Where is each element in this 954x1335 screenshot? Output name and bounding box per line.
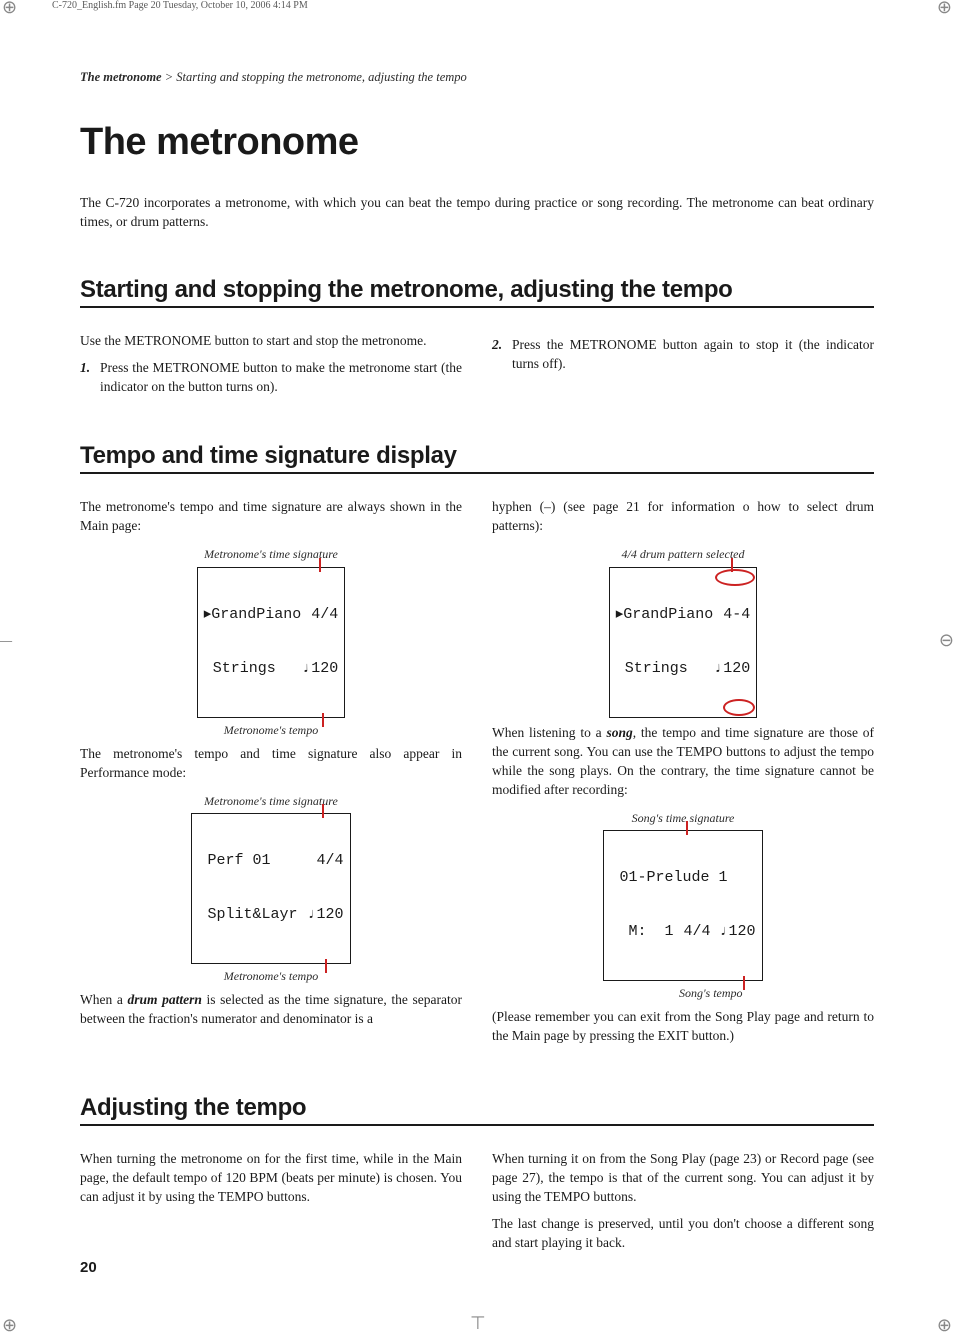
lcd-text: ♩120 xyxy=(308,906,344,924)
lcd-caption: Metronome's time signature xyxy=(191,793,350,810)
step-body: Press the METRONOME button to make the m… xyxy=(100,359,462,397)
step-2: 2. Press the METRONOME button again to s… xyxy=(492,336,874,374)
page-number: 20 xyxy=(80,1259,97,1276)
breadcrumb-page: Starting and stopping the metronome, adj… xyxy=(176,70,467,84)
callout-line-icon xyxy=(686,821,688,835)
crop-mark-tl: ⊕ xyxy=(2,0,17,16)
lcd-text xyxy=(747,869,756,887)
breadcrumb-section: The metronome xyxy=(80,70,162,84)
lcd-text: 4/4 xyxy=(317,852,344,870)
crop-mark-bl: ⊕ xyxy=(2,1316,17,1334)
section2-left-p1: The metronome's tempo and time signature… xyxy=(80,498,462,536)
lcd-text: 4/4 xyxy=(311,606,338,624)
lcd-caption: Song's time signature xyxy=(603,810,762,827)
section2-columns: The metronome's tempo and time signature… xyxy=(80,498,874,1054)
lcd-display: ▸GrandPiano 4/4 Strings ♩120 xyxy=(197,567,346,718)
section-rule xyxy=(80,472,874,474)
section3-right-p1: When turning it on from the Song Play (p… xyxy=(492,1150,874,1207)
lcd-text: 4/4 ♩120 xyxy=(684,923,756,941)
section3-columns: When turning the metronome on for the fi… xyxy=(80,1150,874,1260)
section2-right-p3: (Please remember you can exit from the S… xyxy=(492,1008,874,1046)
lcd-text: M: 1 xyxy=(610,923,673,941)
section1-col-right: 2. Press the METRONOME button again to s… xyxy=(492,332,874,403)
section-title-start-stop: Starting and stopping the metronome, adj… xyxy=(80,276,874,304)
lcd-caption: Metronome's time signature xyxy=(197,546,346,563)
crop-mark-bc: ⊤ xyxy=(470,1314,486,1332)
section2-left-p2: The metronome's tempo and time signature… xyxy=(80,745,462,783)
lcd-caption: Song's tempo xyxy=(603,985,762,1002)
step-body: Press the METRONOME button again to stop… xyxy=(512,336,874,374)
callout-line-icon xyxy=(322,713,324,727)
lcd-display: Perf 01 4/4 Split&Layr ♩120 xyxy=(191,813,350,964)
step-1: 1. Press the METRONOME button to make th… xyxy=(80,359,462,397)
breadcrumb-sep: > xyxy=(162,70,177,84)
section1-columns: Use the METRONOME button to start and st… xyxy=(80,332,874,403)
section3-col-left: When turning the metronome on for the fi… xyxy=(80,1150,462,1260)
chapter-title: The metronome xyxy=(80,121,874,164)
section-title-adjust-tempo: Adjusting the tempo xyxy=(80,1094,874,1122)
section2-col-left: The metronome's tempo and time signature… xyxy=(80,498,462,1054)
section2-right-p1: hyphen (–) (see page 21 for information … xyxy=(492,498,874,536)
crop-mark-tr: ⊕ xyxy=(937,0,952,16)
step-number: 2. xyxy=(492,336,506,374)
crop-mark-ml: — xyxy=(0,631,12,649)
lcd-text: Perf 01 xyxy=(198,852,270,870)
text-emphasis: drum pattern xyxy=(128,992,202,1007)
lcd-text: Split&Layr xyxy=(198,906,297,924)
print-header-mark: C-720_English.fm Page 20 Tuesday, Octobe… xyxy=(52,0,308,11)
lcd-text: 01-Prelude 1 xyxy=(610,869,727,887)
callout-line-icon xyxy=(325,959,327,973)
chapter-intro: The C-720 incorporates a metronome, with… xyxy=(80,194,874,232)
section1-intro-text: Use the METRONOME button to start and st… xyxy=(80,332,462,351)
lcd-display: 01-Prelude 1 M: 1 4/4 ♩120 xyxy=(603,830,762,981)
section2-right-p2: When listening to a song, the tempo and … xyxy=(492,724,874,800)
section3-left-p1: When turning the metronome on for the fi… xyxy=(80,1150,462,1207)
lcd-text: ▸GrandPiano xyxy=(204,606,302,624)
crop-mark-mr: ⊖ xyxy=(939,631,954,649)
lcd-performance-mode: Metronome's time signature Perf 01 4/4 Sp… xyxy=(191,793,350,986)
text-run: When a xyxy=(80,992,128,1007)
crop-mark-br: ⊕ xyxy=(937,1316,952,1334)
lcd-song-play: Song's time signature 01-Prelude 1 M: 1 4… xyxy=(603,810,762,1003)
section2-col-right: hyphen (–) (see page 21 for information … xyxy=(492,498,874,1054)
lcd-text: 4-4 xyxy=(723,606,750,624)
lcd-text: Strings xyxy=(204,660,276,678)
section3-col-right: When turning it on from the Song Play (p… xyxy=(492,1150,874,1260)
callout-line-icon xyxy=(743,976,745,990)
text-emphasis: song xyxy=(606,725,632,740)
callout-line-icon xyxy=(319,558,321,572)
lcd-display: ▸GrandPiano 4-4 Strings ♩120 xyxy=(609,567,758,718)
lcd-text: ▸GrandPiano xyxy=(616,606,714,624)
text-run: When listening to a xyxy=(492,725,606,740)
section-title-tempo-display: Tempo and time signature display xyxy=(80,442,874,470)
lcd-text: ♩120 xyxy=(302,660,338,678)
step-number: 1. xyxy=(80,359,94,397)
lcd-caption: 4/4 drum pattern selected xyxy=(609,546,758,563)
lcd-main-page: Metronome's time signature ▸GrandPiano 4/… xyxy=(197,546,346,739)
breadcrumb: The metronome > Starting and stopping th… xyxy=(80,70,874,85)
callout-line-icon xyxy=(322,804,324,818)
lcd-drum-pattern: 4/4 drum pattern selected ▸GrandPiano 4-4… xyxy=(609,546,758,718)
section2-left-p3: When a drum pattern is selected as the t… xyxy=(80,991,462,1029)
lcd-text: ♩120 xyxy=(714,660,750,678)
lcd-text: Strings xyxy=(616,660,688,678)
section-rule xyxy=(80,306,874,308)
section3-right-p2: The last change is preserved, until you … xyxy=(492,1215,874,1253)
section-rule xyxy=(80,1124,874,1126)
section1-col-left: Use the METRONOME button to start and st… xyxy=(80,332,462,403)
